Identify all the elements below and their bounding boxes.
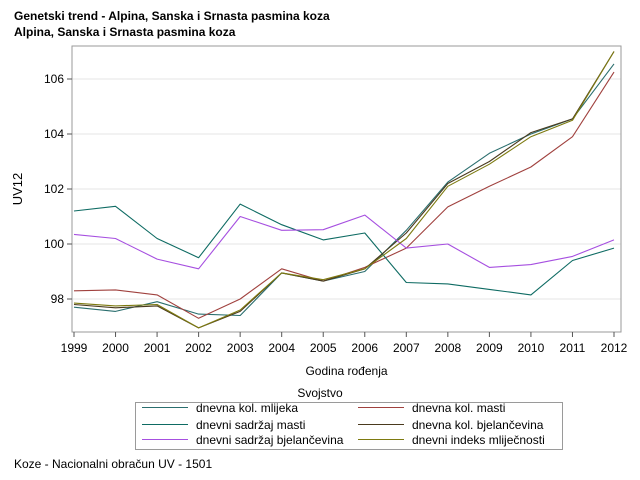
- legend-item: dnevna kol. mlijeka: [142, 401, 298, 415]
- legend-swatch: [142, 439, 188, 441]
- legend-item: dnevna kol. bjelančevina: [358, 418, 543, 432]
- legend-swatch: [142, 407, 188, 409]
- legend-label: dnevna kol. mlijeka: [196, 401, 299, 415]
- x-tick-label: 2001: [144, 341, 171, 355]
- legend-label: dnevna kol. bjelančevina: [412, 418, 544, 432]
- series-line-6: [73, 51, 615, 329]
- legend-item: dnevni indeks mliječnosti: [358, 433, 545, 447]
- x-tick-label: 2000: [102, 341, 129, 355]
- x-tick-label: 2010: [518, 341, 545, 355]
- x-tick-label: 2003: [227, 341, 254, 355]
- legend: [135, 402, 563, 450]
- x-axis-label: Godina rođenja: [305, 364, 387, 378]
- series-line-4: [73, 51, 615, 329]
- x-tick-label: 2011: [560, 341, 586, 355]
- y-tick-label: 98: [51, 292, 65, 306]
- legend-item: dnevni sadržaj masti: [142, 418, 305, 432]
- legend-swatch: [358, 407, 404, 409]
- series-line-5: [73, 214, 615, 270]
- series-line-1: [73, 63, 615, 317]
- series-line-3: [73, 203, 615, 296]
- legend-label: dnevni sadržaj masti: [196, 418, 306, 432]
- legend-swatch: [358, 424, 404, 426]
- legend-label: dnevni indeks mliječnosti: [412, 433, 545, 447]
- y-tick-label: 102: [44, 182, 64, 196]
- x-tick-label: 2002: [185, 341, 212, 355]
- chart-title: Genetski trend - Alpina, Sanska i Srnast…: [14, 9, 330, 23]
- y-tick-label: 104: [44, 127, 64, 141]
- footnote: Koze - Nacionalni obračun UV - 1501: [14, 457, 213, 471]
- chart-subtitle: Alpina, Sanska i Srnasta pasmina koza: [14, 25, 236, 39]
- x-tick-label: 2008: [434, 341, 461, 355]
- x-tick-label: 2009: [476, 341, 503, 355]
- legend-item: dnevna kol. masti: [358, 401, 505, 415]
- legend-swatch: [142, 424, 188, 426]
- series-line-2: [73, 71, 615, 319]
- legend-label: dnevni sadržaj bjelančevina: [196, 433, 344, 447]
- y-tick-label: 100: [44, 237, 64, 251]
- legend-label: dnevna kol. masti: [412, 401, 506, 415]
- x-tick-label: 2005: [310, 341, 337, 355]
- x-tick-label: 2012: [601, 341, 628, 355]
- x-tick-label: 1999: [61, 341, 88, 355]
- y-tick-label: 106: [44, 72, 64, 86]
- x-tick-label: 2006: [351, 341, 378, 355]
- x-tick-label: 2004: [268, 341, 295, 355]
- y-axis-label: UV12: [10, 173, 25, 206]
- legend-swatch: [358, 439, 404, 441]
- legend-title: Svojstvo: [297, 386, 343, 400]
- legend-item: dnevni sadržaj bjelančevina: [142, 433, 343, 447]
- x-tick-label: 2007: [393, 341, 420, 355]
